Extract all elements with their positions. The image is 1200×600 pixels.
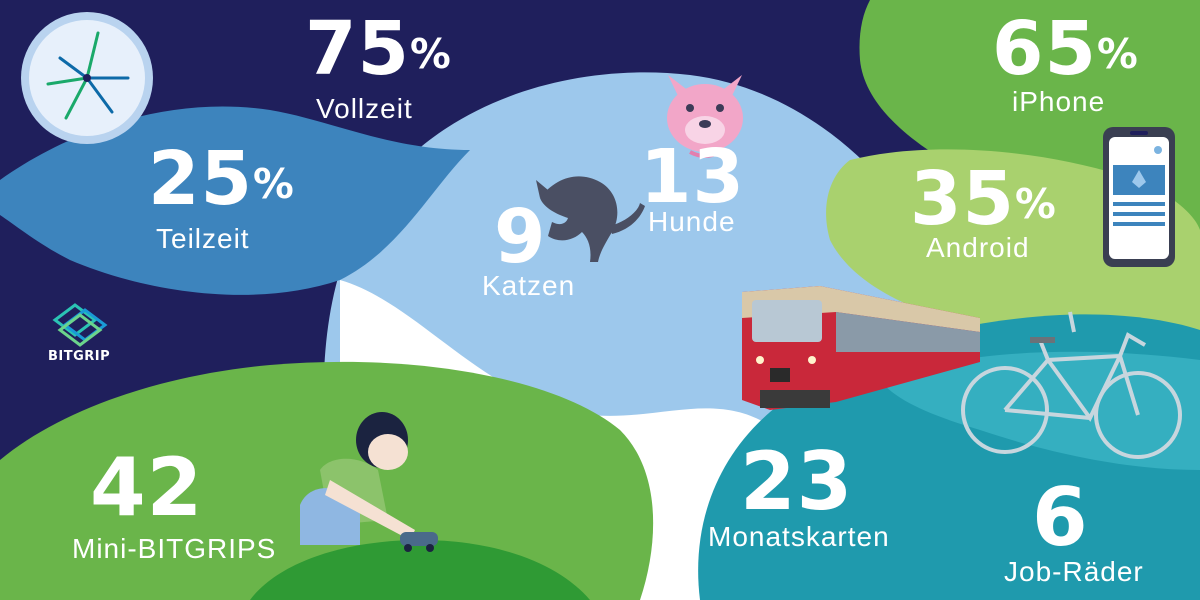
stat-job-raeder-label: Job-Räder [1004, 556, 1144, 587]
stat-job-raeder-value: 6 [1032, 471, 1089, 564]
child-icon [300, 412, 438, 552]
brand-name: BITGRIP [48, 349, 111, 364]
mound-dark-green [250, 540, 590, 600]
android-number: 35 [910, 156, 1015, 242]
stat-hunde-label: Hunde [648, 206, 736, 237]
stat-hunde-value: 13 [640, 134, 745, 220]
stat-vollzeit-label: Vollzeit [316, 93, 413, 124]
vollzeit-number: 75 [305, 6, 410, 92]
clock-icon [21, 12, 153, 144]
train-icon [742, 286, 980, 410]
stat-mini-bitgrips-value: 42 [90, 441, 204, 534]
stat-vollzeit-value: 75% [305, 12, 452, 86]
stat-android-label: Android [926, 232, 1030, 263]
stat-teilzeit-value: 25% [148, 142, 295, 216]
smartphone-icon [1103, 127, 1175, 267]
vollzeit-percent-sign: % [409, 29, 452, 78]
dog-icon [667, 75, 743, 158]
stat-android-value: 35% [910, 162, 1057, 236]
android-percent-sign: % [1014, 179, 1057, 228]
stat-monatskarten-label: Monatskarten [708, 521, 890, 552]
stat-katzen-label: Katzen [482, 270, 576, 301]
stat-teilzeit-label: Teilzeit [156, 223, 250, 254]
iphone-number: 65 [992, 6, 1097, 92]
stat-monatskarten-value: 23 [740, 435, 854, 528]
bicycle-icon [961, 311, 1182, 459]
teilzeit-number: 25 [148, 136, 253, 222]
bitgrip-logo-icon [52, 303, 108, 347]
iphone-percent-sign: % [1096, 29, 1139, 78]
stat-mini-bitgrips-label: Mini-BITGRIPS [72, 533, 277, 564]
stat-iphone-label: iPhone [1012, 86, 1106, 117]
blob-teal-light [880, 351, 1200, 470]
blob-mid-blue [0, 106, 470, 295]
stat-iphone-value: 65% [992, 12, 1139, 86]
stat-katzen-value: 9 [494, 194, 547, 280]
cat-icon [536, 176, 645, 262]
teilzeit-percent-sign: % [252, 159, 295, 208]
